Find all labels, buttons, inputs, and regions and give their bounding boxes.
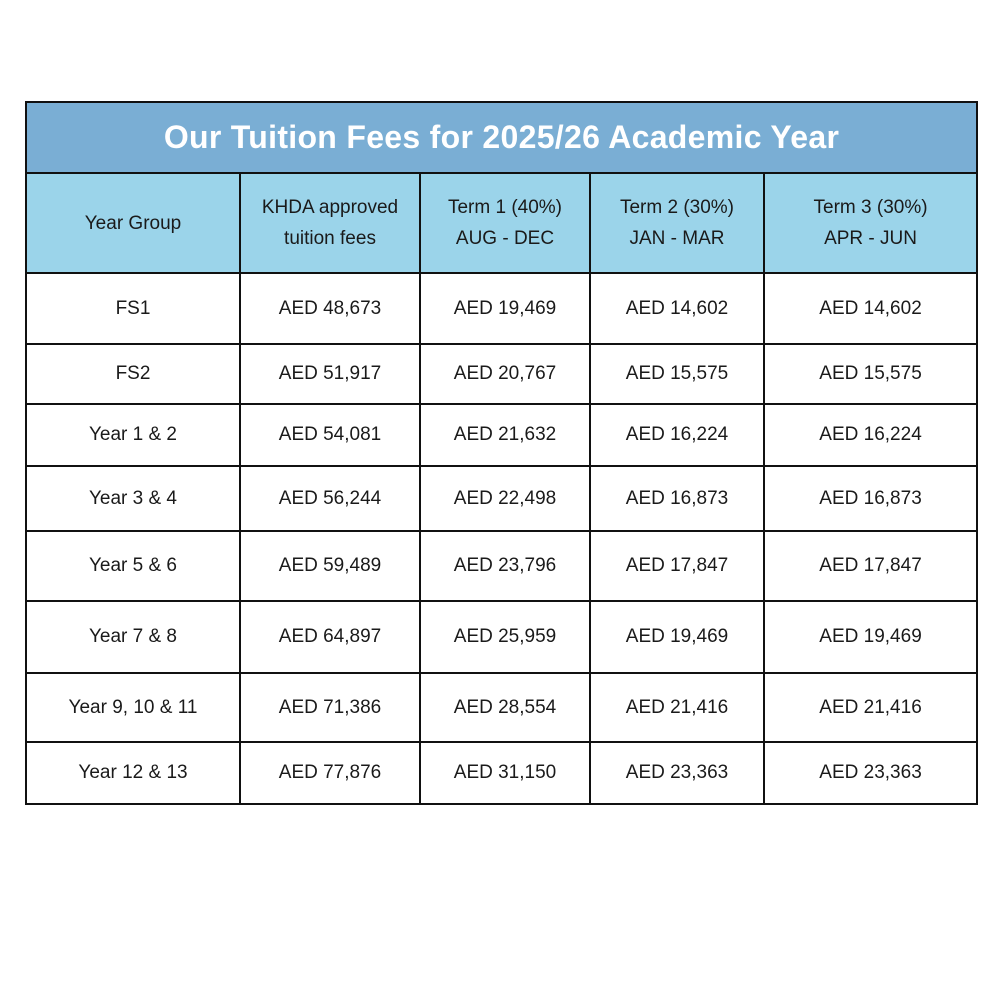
table-row: Year 12 & 13 AED 77,876 AED 31,150 AED 23,3… (25, 741, 979, 805)
cell-term-1-fee: AED 25,959 (419, 600, 591, 674)
cell-term-2-fee: AED 15,575 (589, 343, 765, 405)
table-row: FS1 AED 48,673 AED 19,469 AED 14,602 AED 14,… (25, 272, 979, 345)
cell-term-2-fee: AED 19,469 (589, 600, 765, 674)
cell-term-1-fee: AED 19,469 (419, 272, 591, 345)
header-term-3: Term 3 (30%) APR - JUN (762, 172, 979, 274)
cell-term-2-fee: AED 16,873 (589, 465, 765, 532)
cell-year-group: Year 1 & 2 (25, 403, 241, 467)
cell-year-group: Year 7 & 8 (25, 600, 241, 674)
header-term-1: Term 1 (40%) AUG - DEC (419, 172, 591, 274)
cell-year-group: Year 12 & 13 (25, 741, 241, 805)
cell-year-group: FS1 (25, 272, 241, 345)
cell-term-1-fee: AED 31,150 (419, 741, 591, 805)
cell-khda-fee: AED 51,917 (239, 343, 421, 405)
cell-term-3-fee: AED 14,602 (762, 272, 979, 345)
table-row: Year 9, 10 & 11 AED 71,386 AED 28,554 AED 2… (25, 672, 979, 743)
tuition-fees-table: Our Tuition Fees for 2025/26 Academic Ye… (24, 101, 979, 805)
cell-term-1-fee: AED 20,767 (419, 343, 591, 405)
header-khda-fees: KHDA approved tuition fees (239, 172, 421, 274)
cell-year-group: Year 9, 10 & 11 (25, 672, 241, 743)
cell-year-group: FS2 (25, 343, 241, 405)
cell-term-2-fee: AED 21,416 (589, 672, 765, 743)
cell-term-2-fee: AED 17,847 (589, 530, 765, 602)
header-term-2: Term 2 (30%) JAN - MAR (589, 172, 765, 274)
cell-term-3-fee: AED 16,224 (762, 403, 979, 467)
table-row: Year 3 & 4 AED 56,244 AED 22,498 AED 16,873… (25, 465, 979, 532)
cell-term-1-fee: AED 21,632 (419, 403, 591, 467)
cell-term-2-fee: AED 14,602 (589, 272, 765, 345)
cell-year-group: Year 5 & 6 (25, 530, 241, 602)
header-row: Year Group KHDA approved tuition fees Ter… (25, 172, 979, 274)
cell-term-3-fee: AED 23,363 (762, 741, 979, 805)
cell-khda-fee: AED 59,489 (239, 530, 421, 602)
table-row: FS2 AED 51,917 AED 20,767 AED 15,575 AED 15,… (25, 343, 979, 405)
cell-term-2-fee: AED 16,224 (589, 403, 765, 467)
cell-term-3-fee: AED 21,416 (762, 672, 979, 743)
table-title: Our Tuition Fees for 2025/26 Academic Ye… (24, 101, 979, 174)
cell-term-3-fee: AED 15,575 (762, 343, 979, 405)
cell-khda-fee: AED 56,244 (239, 465, 421, 532)
table-row: Year 7 & 8 AED 64,897 AED 25,959 AED 19,469… (25, 600, 979, 674)
cell-term-3-fee: AED 16,873 (762, 465, 979, 532)
table-row: Year 1 & 2 AED 54,081 AED 21,632 AED 16,224… (25, 403, 979, 467)
cell-term-1-fee: AED 22,498 (419, 465, 591, 532)
cell-term-1-fee: AED 28,554 (419, 672, 591, 743)
cell-khda-fee: AED 54,081 (239, 403, 421, 467)
cell-khda-fee: AED 77,876 (239, 741, 421, 805)
header-year-group: Year Group (25, 172, 241, 274)
cell-term-3-fee: AED 17,847 (762, 530, 979, 602)
cell-year-group: Year 3 & 4 (25, 465, 241, 532)
table-row: Year 5 & 6 AED 59,489 AED 23,796 AED 17,847… (25, 530, 979, 602)
cell-khda-fee: AED 64,897 (239, 600, 421, 674)
cell-term-1-fee: AED 23,796 (419, 530, 591, 602)
cell-khda-fee: AED 71,386 (239, 672, 421, 743)
cell-khda-fee: AED 48,673 (239, 272, 421, 345)
cell-term-3-fee: AED 19,469 (762, 600, 979, 674)
cell-term-2-fee: AED 23,363 (589, 741, 765, 805)
